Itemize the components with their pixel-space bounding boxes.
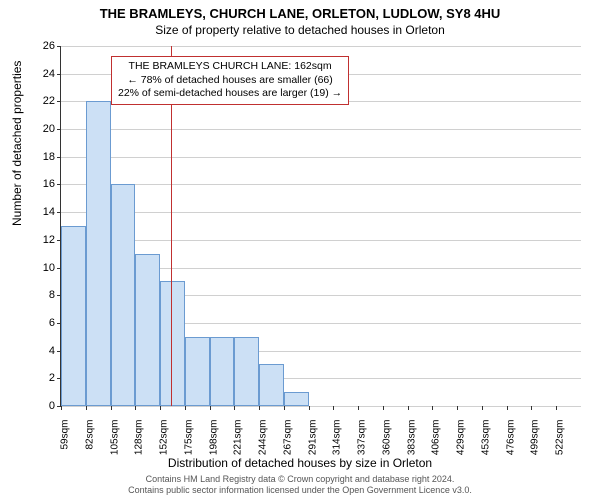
ytick-label: 12 [31,234,55,246]
xtick-mark [185,406,186,410]
gridline [61,129,581,130]
histogram-bar [185,337,210,406]
chart-area: 0246810121416182022242659sqm82sqm105sqm1… [60,46,580,406]
ytick-label: 14 [31,206,55,218]
xtick-mark [111,406,112,410]
xtick-mark [86,406,87,410]
chart-title: THE BRAMLEYS, CHURCH LANE, ORLETON, LUDL… [0,0,600,21]
histogram-bar [284,392,309,406]
gridline [61,406,581,407]
ytick-label: 10 [31,262,55,274]
xtick-mark [457,406,458,410]
xtick-mark [507,406,508,410]
xtick-mark [383,406,384,410]
xtick-mark [234,406,235,410]
xtick-mark [531,406,532,410]
gridline [61,240,581,241]
histogram-bar [61,226,86,406]
annotation-line2: ← 78% of detached houses are smaller (66… [118,74,342,88]
ytick-label: 24 [31,68,55,80]
ytick-label: 20 [31,123,55,135]
gridline [61,212,581,213]
ytick-label: 26 [31,40,55,52]
ytick-label: 8 [31,289,55,301]
footnote-line2: Contains public sector information licen… [0,485,600,496]
footnote-line1: Contains HM Land Registry data © Crown c… [0,474,600,485]
chart-subtitle: Size of property relative to detached ho… [0,21,600,37]
ytick-mark [57,74,61,75]
annotation-box: THE BRAMLEYS CHURCH LANE: 162sqm← 78% of… [111,56,349,105]
gridline [61,157,581,158]
ytick-label: 6 [31,317,55,329]
xtick-mark [482,406,483,410]
xtick-mark [333,406,334,410]
histogram-bar [210,337,235,406]
histogram-bar [111,184,136,406]
ytick-label: 0 [31,400,55,412]
annotation-line3: 22% of semi-detached houses are larger (… [118,87,342,101]
xtick-mark [358,406,359,410]
gridline [61,184,581,185]
ytick-mark [57,46,61,47]
xtick-mark [284,406,285,410]
xtick-mark [61,406,62,410]
histogram-bar [160,281,185,406]
ytick-label: 2 [31,372,55,384]
ytick-mark [57,157,61,158]
ytick-mark [57,184,61,185]
gridline [61,46,581,47]
ytick-label: 22 [31,95,55,107]
ytick-mark [57,212,61,213]
histogram-bar [135,254,160,406]
y-axis-label: Number of detached properties [10,61,24,226]
xtick-mark [556,406,557,410]
xtick-mark [432,406,433,410]
xtick-mark [309,406,310,410]
xtick-mark [259,406,260,410]
ytick-mark [57,129,61,130]
ytick-label: 4 [31,345,55,357]
xtick-mark [408,406,409,410]
histogram-bar [234,337,259,406]
ytick-label: 18 [31,151,55,163]
ytick-mark [57,101,61,102]
ytick-label: 16 [31,178,55,190]
x-axis-label: Distribution of detached houses by size … [0,456,600,470]
annotation-line1: THE BRAMLEYS CHURCH LANE: 162sqm [118,60,342,74]
histogram-bar [259,364,284,406]
xtick-mark [160,406,161,410]
xtick-mark [210,406,211,410]
xtick-mark [135,406,136,410]
histogram-bar [86,101,111,406]
plot-region: 0246810121416182022242659sqm82sqm105sqm1… [60,46,581,407]
footnote: Contains HM Land Registry data © Crown c… [0,474,600,496]
